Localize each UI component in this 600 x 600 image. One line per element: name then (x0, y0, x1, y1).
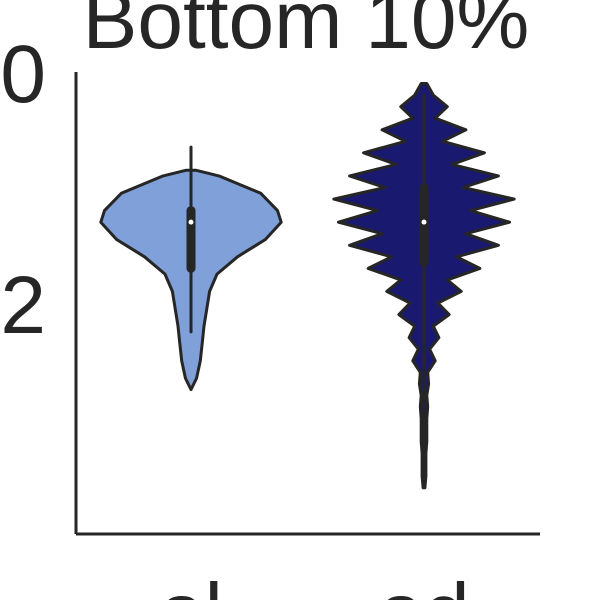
x-tick-group: al ad (159, 567, 470, 600)
x-tick-label: ad (378, 567, 469, 600)
y-tick-label: 2 (0, 260, 46, 351)
violin-median-ad (421, 219, 427, 225)
y-tick-group: 02 (0, 29, 46, 351)
violin-median-al (188, 219, 194, 225)
violin-group (99, 82, 516, 490)
chart-title: Bottom 10% (83, 0, 530, 66)
y-tick-label: 0 (0, 29, 46, 120)
x-tick-label: al (159, 567, 223, 600)
